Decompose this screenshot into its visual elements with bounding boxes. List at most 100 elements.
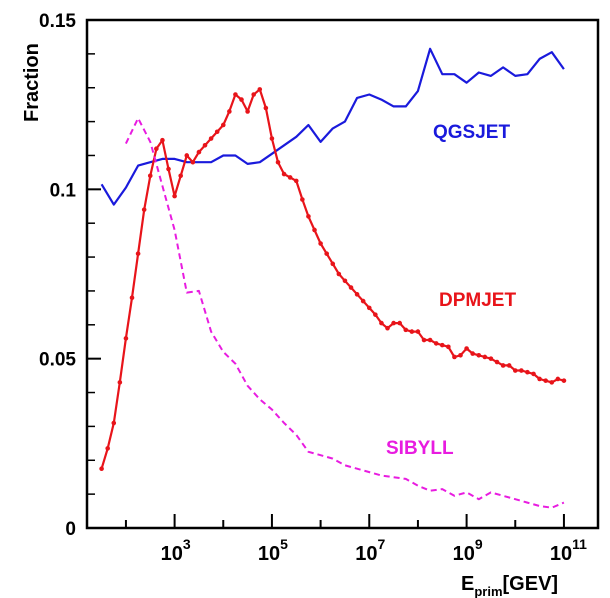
- data-point-dpmjet: [166, 166, 171, 172]
- series-label-dpmjet: DPMJET: [439, 290, 516, 311]
- x-tick-label: 1011: [550, 536, 587, 565]
- axis-titles: Fraction Eprim[GEV]: [21, 43, 558, 598]
- data-point-dpmjet: [464, 346, 469, 351]
- data-point-dpmjet: [348, 285, 354, 290]
- y-axis-title: Fraction: [21, 43, 43, 122]
- data-point-dpmjet: [117, 380, 123, 385]
- data-point-dpmjet: [561, 378, 567, 383]
- y-tick-label: 0.15: [39, 11, 76, 32]
- data-point-dpmjet: [99, 466, 104, 472]
- data-point-dpmjet: [263, 105, 269, 111]
- data-point-dpmjet: [147, 173, 153, 179]
- data-point-dpmjet: [293, 178, 299, 184]
- data-point-dpmjet: [202, 143, 208, 148]
- y-tick-label: 0.1: [50, 180, 77, 201]
- series-label-sibyll: SIBYLL: [386, 438, 454, 459]
- data-point-dpmjet: [397, 320, 402, 326]
- plot-frame: [85, 18, 600, 530]
- x-tick-base: 10: [550, 543, 572, 565]
- data-point-dpmjet: [543, 378, 548, 383]
- data-point-dpmjet: [208, 136, 214, 141]
- data-point-dpmjet: [391, 320, 396, 326]
- data-point-dpmjet: [531, 371, 536, 377]
- data-point-dpmjet: [439, 342, 445, 348]
- data-point-dpmjet: [184, 153, 190, 158]
- data-point-dpmjet: [245, 109, 250, 114]
- data-point-dpmjet: [403, 327, 409, 333]
- plot-border: [85, 18, 600, 530]
- data-point-dpmjet: [227, 109, 232, 114]
- x-axis: 103 105 107 109 1011: [124, 514, 587, 565]
- series-line-dpmjet: [100, 88, 565, 470]
- data-point-dpmjet: [300, 197, 305, 202]
- data-point-dpmjet: [190, 159, 196, 165]
- data-point-dpmjet: [421, 337, 427, 343]
- data-point-dpmjet: [366, 305, 372, 311]
- series-line-qgsjet: [100, 47, 565, 206]
- data-point-dpmjet: [214, 129, 220, 135]
- data-point-dpmjet: [257, 87, 263, 92]
- data-point-dpmjet: [512, 368, 518, 373]
- data-point-dpmjet: [385, 325, 390, 331]
- data-point-dpmjet: [306, 214, 311, 219]
- x-axis-title-unit: [GEV]: [503, 573, 559, 595]
- data-point-dpmjet: [409, 329, 415, 334]
- x-tick-base: 10: [355, 543, 377, 565]
- data-point-dpmjet: [537, 376, 542, 382]
- data-point-dpmjet: [470, 351, 475, 356]
- y-axis: 0 0.05 0.1 0.15: [39, 11, 101, 540]
- data-point-dpmjet: [318, 241, 323, 246]
- data-point-dpmjet: [354, 292, 360, 297]
- data-point-dpmjet: [312, 227, 317, 233]
- x-tick-label: 107: [355, 536, 385, 565]
- data-point-dpmjet: [251, 92, 256, 97]
- data-point-dpmjet: [275, 159, 281, 165]
- data-point-dpmjet: [111, 420, 117, 426]
- data-point-dpmjet: [555, 376, 561, 382]
- data-point-dpmjet: [446, 344, 451, 350]
- x-tick-exponent: 9: [475, 536, 483, 552]
- x-tick-exponent: 7: [378, 536, 386, 552]
- data-point-dpmjet: [105, 446, 110, 451]
- data-point-dpmjet: [123, 336, 129, 341]
- data-point-dpmjet: [525, 369, 530, 375]
- x-tick-label: 103: [161, 536, 191, 565]
- data-point-dpmjet: [482, 354, 488, 360]
- data-point-dpmjet: [336, 271, 342, 277]
- data-point-dpmjet: [452, 354, 457, 360]
- y-tick-label: 0.05: [39, 350, 76, 371]
- x-tick-base: 10: [453, 543, 475, 565]
- data-point-dpmjet: [269, 136, 275, 141]
- data-point-dpmjet: [233, 92, 238, 97]
- data-point-dpmjet: [342, 278, 348, 284]
- series-label-qgsjet: QGSJET: [433, 122, 510, 143]
- series-layer: [99, 47, 567, 509]
- x-tick-exponent: 5: [280, 536, 288, 552]
- x-tick-exponent: 11: [572, 536, 587, 552]
- data-point-dpmjet: [373, 312, 378, 317]
- x-tick-base: 10: [161, 543, 183, 565]
- data-point-dpmjet: [549, 380, 555, 385]
- x-axis-title-sub: prim: [474, 584, 502, 598]
- data-point-dpmjet: [458, 352, 463, 358]
- series-line-sibyll: [124, 117, 565, 509]
- data-point-dpmjet: [220, 122, 226, 128]
- x-axis-title: Eprim[GEV]: [461, 573, 558, 598]
- data-point-dpmjet: [154, 146, 159, 151]
- data-point-dpmjet: [281, 171, 287, 177]
- data-point-dpmjet: [415, 329, 421, 334]
- data-point-dpmjet: [360, 298, 366, 304]
- data-point-dpmjet: [330, 261, 336, 267]
- data-point-dpmjet: [160, 137, 165, 143]
- data-point-dpmjet: [141, 207, 147, 212]
- y-tick-label: 0: [65, 519, 76, 540]
- series-labels: QGSJET DPMJET SIBYLL: [386, 122, 516, 459]
- data-point-dpmjet: [129, 295, 135, 301]
- x-tick-base: 10: [258, 543, 280, 565]
- data-point-dpmjet: [324, 251, 329, 256]
- x-axis-title-main: E: [461, 573, 474, 595]
- data-point-dpmjet: [239, 97, 244, 102]
- data-point-dpmjet: [433, 341, 439, 346]
- data-point-dpmjet: [506, 363, 512, 368]
- data-point-dpmjet: [500, 363, 506, 368]
